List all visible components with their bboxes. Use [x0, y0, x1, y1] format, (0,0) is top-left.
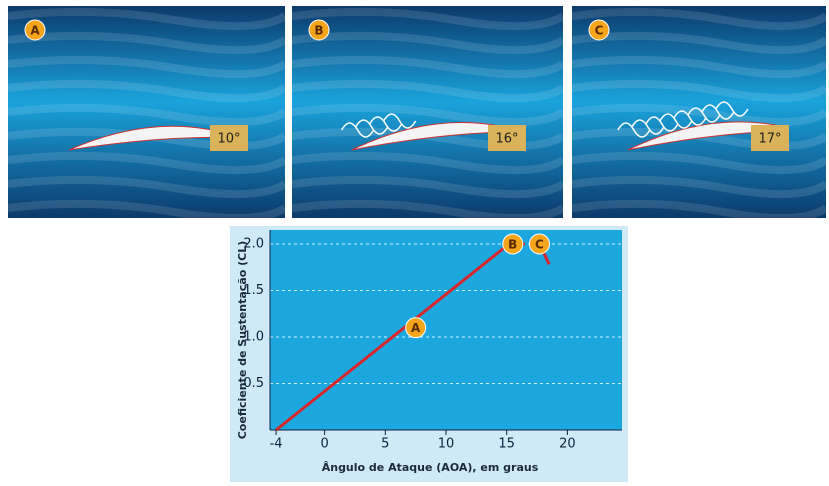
- x-tick-label: 20: [559, 437, 576, 452]
- y-tick-label: 1.0: [243, 329, 264, 344]
- x-tick-label: -4: [270, 437, 283, 452]
- panel: 16° B: [292, 6, 563, 218]
- plot-area: [270, 230, 622, 430]
- point-label: C: [535, 237, 544, 251]
- x-tick-label: 5: [381, 437, 389, 452]
- x-tick-label: 15: [498, 437, 515, 452]
- y-tick-label: 2.0: [243, 236, 264, 251]
- angle-label: 16°: [495, 132, 518, 147]
- point-label: A: [411, 321, 421, 335]
- y-tick-label: 0.5: [243, 376, 264, 391]
- angle-label: 10°: [217, 132, 240, 147]
- x-tick-label: 0: [320, 437, 328, 452]
- y-tick-label: 1.5: [243, 283, 264, 298]
- panel: 17° C: [572, 6, 826, 218]
- angle-label: 17°: [758, 132, 781, 147]
- panel-label: C: [595, 24, 604, 38]
- x-axis-label: Ângulo de Ataque (AOA), em graus: [322, 461, 539, 474]
- point-label: B: [508, 237, 517, 251]
- page: Ângulo de Ataque (AOA), em graus Coefici…: [0, 0, 829, 486]
- panel: 10° A: [8, 6, 285, 218]
- panel-label: B: [314, 24, 323, 38]
- x-tick-label: 10: [438, 437, 455, 452]
- panel-label: A: [30, 24, 40, 38]
